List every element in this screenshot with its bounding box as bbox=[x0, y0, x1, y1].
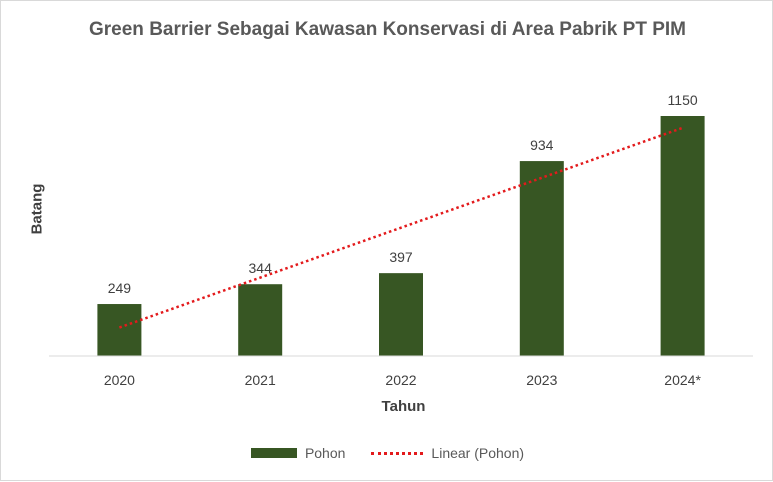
x-tick-label: 2024* bbox=[664, 372, 701, 388]
bars-layer bbox=[97, 116, 705, 356]
data-label: 344 bbox=[249, 260, 273, 276]
legend-swatch-bar bbox=[250, 448, 297, 458]
data-label: 934 bbox=[530, 137, 554, 153]
x-tick-label: 2022 bbox=[385, 372, 416, 388]
trendline-layer bbox=[118, 126, 684, 329]
x-tick-label: 2020 bbox=[104, 372, 135, 388]
data-label: 397 bbox=[389, 249, 413, 265]
chart-title: Green Barrier Sebagai Kawasan Konservasi… bbox=[89, 19, 686, 40]
data-labels-layer: 249 344 397 934 1150 bbox=[108, 92, 698, 296]
bar-2024 bbox=[660, 116, 705, 356]
data-label: 1150 bbox=[668, 92, 698, 108]
legend-item-linear: Linear (Pohon) bbox=[371, 445, 524, 461]
x-tick-labels-layer: 2020 2021 2022 2023 2024* bbox=[104, 372, 702, 388]
bar-2021 bbox=[238, 284, 283, 356]
x-tick-label: 2023 bbox=[526, 372, 557, 388]
legend-swatch-trendline bbox=[371, 451, 424, 455]
x-tick-label: 2021 bbox=[245, 372, 276, 388]
legend-item-pohon: Pohon bbox=[250, 445, 346, 461]
legend-label-linear: Linear (Pohon) bbox=[431, 445, 525, 461]
bar-2022 bbox=[379, 273, 423, 356]
bar-2020 bbox=[97, 304, 142, 356]
bar-2023 bbox=[519, 161, 564, 356]
trendline bbox=[118, 126, 684, 329]
legend-label-pohon: Pohon bbox=[304, 445, 346, 461]
x-axis-label: Tahun bbox=[381, 398, 426, 415]
legend: Pohon Linear (Pohon) bbox=[1, 445, 773, 461]
data-label: 249 bbox=[108, 280, 132, 296]
